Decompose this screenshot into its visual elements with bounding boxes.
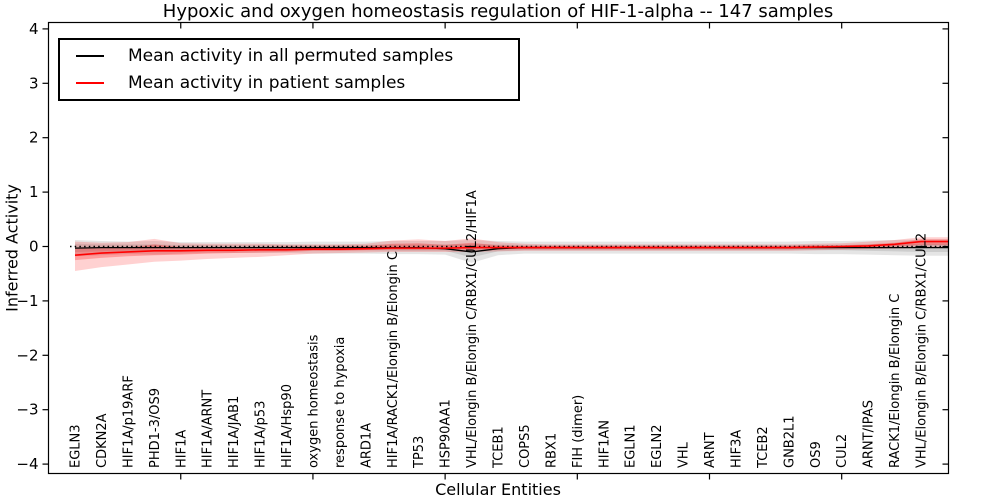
chart-title: Hypoxic and oxygen homeostasis regulatio… [162,1,834,22]
x-category-label: HSP90AA1 [439,399,454,468]
y-tick-label: 1 [29,183,39,201]
y-axis-label: Inferred Activity [2,184,22,312]
permuted-outer-band [75,239,949,263]
x-category-label: FIH (dimer) [571,395,586,468]
x-category-label: CDKN2A [95,413,110,468]
x-category-label: EGLN1 [624,424,639,468]
x-category-label: HIF1A/JAB1 [227,396,242,468]
x-category-label: OS9 [809,441,824,468]
x-category-label: HIF1A/Hsp90 [280,384,295,468]
y-tick-label: −4 [16,455,38,473]
x-category-label: VHL [677,441,692,468]
legend-item-patient: Mean activity in patient samples [60,69,518,96]
x-category-label: HIF1AN [597,420,612,468]
x-category-label: COPS5 [518,424,533,468]
x-category-label: ARD1A [359,423,374,468]
x-category-label: RACK1/Elongin B/Elongin C [888,294,903,468]
x-category-label: HIF1A/RACK1/Elongin B/Elongin C [386,251,401,468]
x-category-label: HIF1A/ARNT [201,390,216,468]
legend: Mean activity in all permuted samples Me… [58,38,520,101]
x-category-label: TCEB1 [492,426,507,469]
patient-outer-band [75,237,949,271]
legend-line-permuted [76,54,104,57]
y-tick-label: 2 [29,129,39,147]
x-category-label: ARNT [703,432,718,468]
x-category-label: EGLN3 [69,424,84,468]
x-category-label: EGLN2 [650,424,665,468]
x-category-label: HIF1A/p19ARF [121,375,136,468]
x-category-label: response to hypoxia [333,337,348,468]
legend-label-permuted: Mean activity in all permuted samples [128,45,454,66]
x-category-label: VHL/Elongin B/Elongin C/RBX1/CUL2 [915,233,930,468]
x-category-label: ARNT/IPAS [862,400,877,468]
x-category-label: RBX1 [544,433,559,468]
legend-label-patient: Mean activity in patient samples [128,72,406,93]
axes-frame [47,21,950,475]
y-tick-label: 0 [29,238,39,256]
x-category-label: GNB2L1 [782,415,797,468]
y-tick-label: −1 [16,292,38,310]
x-category-label: CUL2 [835,434,850,468]
x-category-label: TP53 [412,436,427,469]
x-category-label: HIF1A [174,430,189,468]
y-tick-label: −3 [16,401,38,419]
y-tick-label: −2 [16,346,38,364]
y-tick-label: 4 [29,20,39,38]
x-category-label: PHD1-3/OS9 [148,388,163,468]
x-category-label: oxygen homeostasis [306,334,321,468]
x-axis-label: Cellular Entities [435,480,561,499]
x-category-label: TCEB2 [756,426,771,469]
patient-mean-line [74,240,949,257]
legend-line-patient [76,81,104,84]
x-category-label: HIF1A/p53 [254,401,269,468]
x-category-label: VHL/Elongin B/Elongin C/RBX1/CUL2/HIF1A [465,190,480,468]
legend-item-permuted: Mean activity in all permuted samples [60,42,518,69]
x-category-label: HIF3A [729,430,744,468]
y-tick-label: 3 [29,74,39,92]
